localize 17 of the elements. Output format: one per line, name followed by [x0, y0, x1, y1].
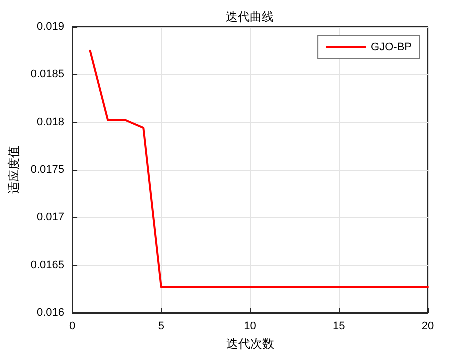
x-tick-label: 0 — [69, 320, 76, 332]
y-tick-label: 0.0165 — [30, 259, 65, 272]
x-tick-label: 5 — [158, 320, 164, 332]
x-tick-label: 20 — [422, 320, 434, 332]
y-tick-label: 0.0175 — [30, 164, 65, 176]
y-tick-label: 0.0185 — [30, 68, 65, 81]
chart-title: 迭代曲线 — [226, 10, 274, 24]
legend-label: GJO-BP — [371, 42, 412, 54]
y-tick-label: 0.018 — [37, 116, 65, 128]
y-tick-label: 0.019 — [37, 21, 65, 33]
y-tick-label: 0.017 — [37, 212, 65, 224]
x-tick-label: 10 — [244, 320, 256, 332]
y-axis-title: 适应度值 — [7, 146, 21, 194]
x-axis-title: 迭代次数 — [226, 337, 274, 351]
x-tick-label: 15 — [333, 320, 346, 332]
y-tick-label: 0.016 — [37, 307, 65, 319]
line-series — [89, 50, 429, 288]
